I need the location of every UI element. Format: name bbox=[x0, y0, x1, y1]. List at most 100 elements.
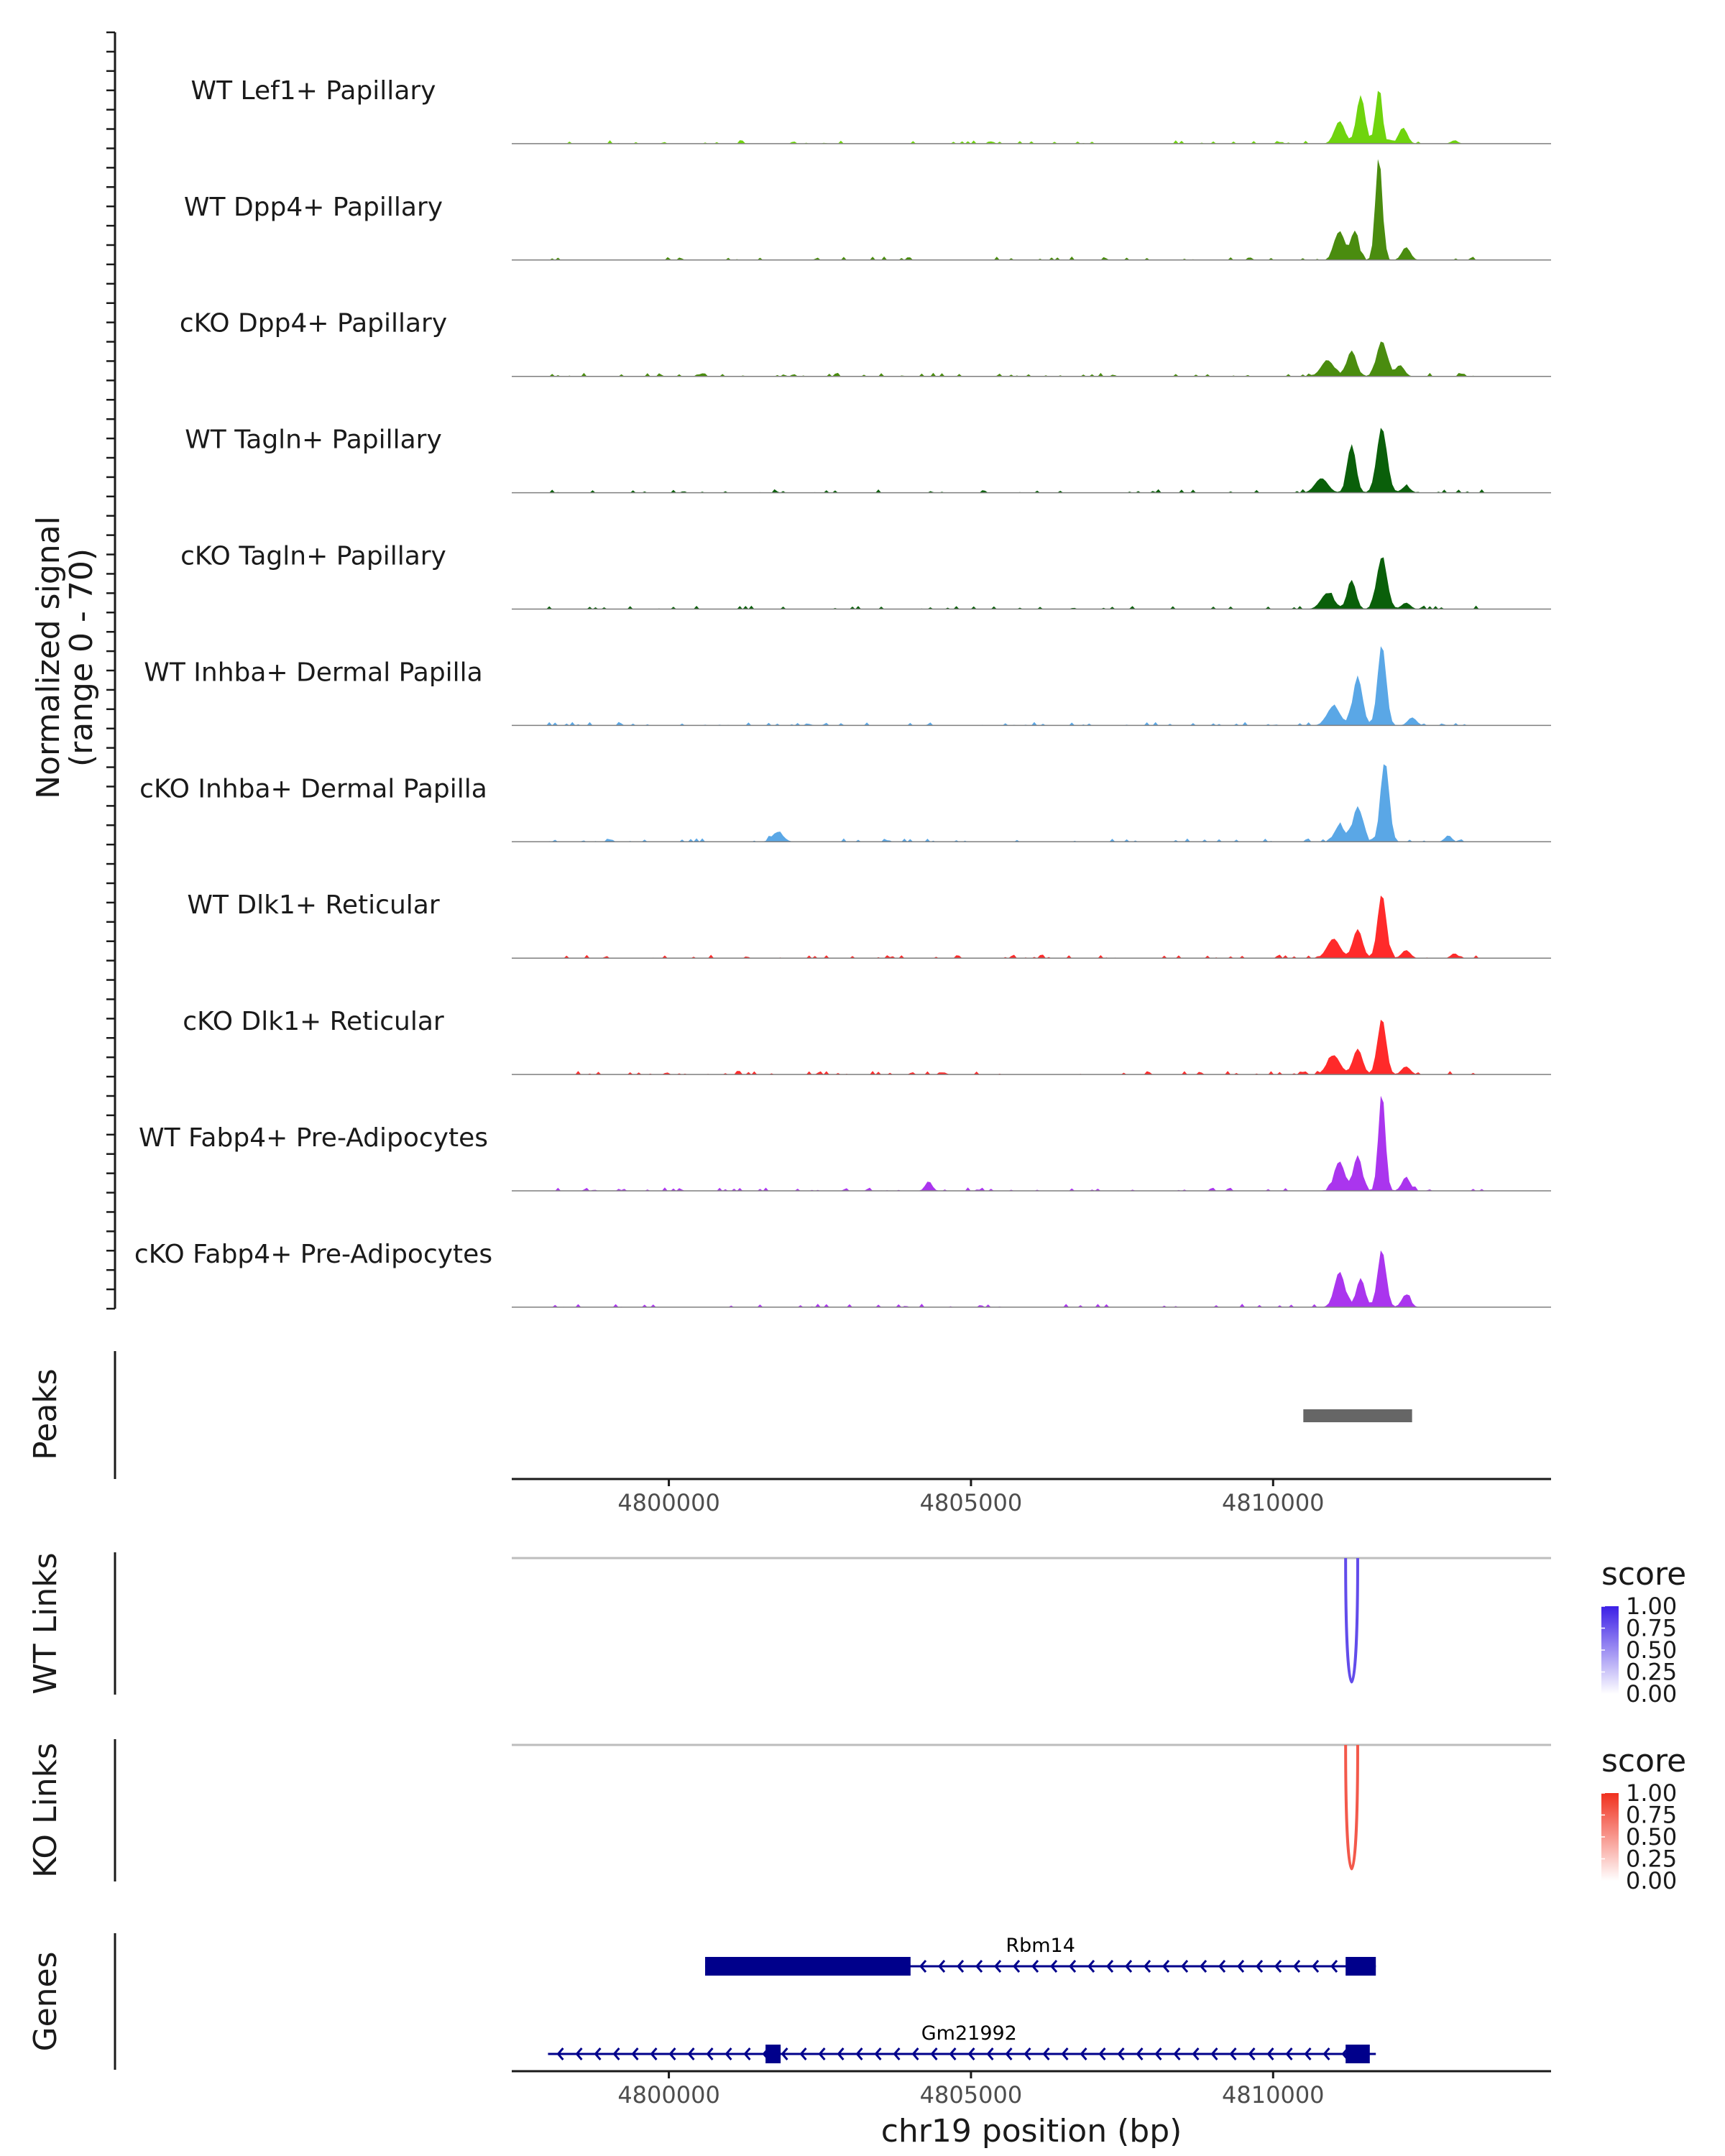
gene-strand-arrow bbox=[994, 1960, 1002, 1973]
x-axis-peaks-tick-label: 4805000 bbox=[920, 1489, 1023, 1516]
x-axis-peaks-tick-label: 4800000 bbox=[617, 1489, 720, 1516]
coverage-area-7 bbox=[512, 764, 1551, 842]
legend-tick-label: 1.00 bbox=[1626, 1593, 1677, 1620]
gene-strand-arrow bbox=[975, 1960, 983, 1973]
gene-strand-arrow bbox=[855, 2047, 863, 2060]
coverage-area-8 bbox=[512, 895, 1551, 959]
gene-strand-arrow bbox=[957, 1960, 965, 1973]
x-axis-peaks: 4800000 4805000 4810000 bbox=[512, 1478, 1551, 1516]
x-axis-genes-tick-label: 4810000 bbox=[1222, 2081, 1325, 2109]
coverage-track-label: cKO Fabp4+ Pre-Adipocytes bbox=[134, 1240, 492, 1269]
gene-strand-arrow bbox=[837, 2047, 845, 2060]
genes-label: Genes bbox=[27, 1951, 64, 2051]
gene-strand-arrow bbox=[781, 2047, 788, 2060]
gene-strand-arrow bbox=[1312, 1960, 1320, 1973]
gene-strand-arrow bbox=[1080, 2047, 1087, 2060]
gene-strand-arrow bbox=[706, 2047, 714, 2060]
gene-strand-arrow bbox=[724, 2047, 732, 2060]
coverage-track-label: WT Inhba+ Dermal Papilla bbox=[144, 658, 482, 687]
link-arc-1 bbox=[1344, 1557, 1359, 1684]
gene-strand-arrow bbox=[687, 2047, 695, 2060]
gene-strand-arrow bbox=[1162, 1960, 1170, 1973]
gene-strand-arrow bbox=[1042, 2047, 1050, 2060]
peak-bar bbox=[1303, 1409, 1412, 1422]
gene-strand-arrow bbox=[1173, 2047, 1181, 2060]
gene-strand-arrow bbox=[1192, 2047, 1200, 2060]
peaks-label: Peaks bbox=[27, 1368, 64, 1460]
x-axis-genes: 4800000 4805000 4810000 bbox=[512, 2070, 1551, 2109]
coverage-ylabel-line2: (range 0 - 70) bbox=[63, 548, 100, 767]
links-label-2: KO Links bbox=[27, 1743, 64, 1878]
gene-exon bbox=[705, 1957, 911, 1976]
coverage-area-6 bbox=[512, 646, 1551, 726]
gene-strand-arrow bbox=[1154, 2047, 1162, 2060]
gene-strand-arrow bbox=[1229, 2047, 1237, 2060]
gene-strand-arrow bbox=[1322, 2047, 1330, 2060]
gene-strand-arrow bbox=[631, 2047, 639, 2060]
coverage-track-label: cKO Dpp4+ Papillary bbox=[180, 309, 447, 338]
coverage-ylabel-line1: Normalized signal bbox=[30, 516, 67, 799]
gene-strand-arrow bbox=[986, 2047, 994, 2060]
gene-strand-arrow bbox=[1181, 1960, 1189, 1973]
gene-strand-arrow bbox=[1256, 1960, 1264, 1973]
legend-tick-label: 0.25 bbox=[1626, 1659, 1677, 1686]
gene-strand-arrow bbox=[818, 2047, 826, 2060]
gene-strand-arrow bbox=[1293, 1960, 1301, 1973]
gene-strand-arrow bbox=[594, 2047, 602, 2060]
coverage-track-label: cKO Tagln+ Papillary bbox=[180, 542, 446, 571]
gene-strand-arrow bbox=[1050, 1960, 1058, 1973]
gene-strand-arrow bbox=[575, 2047, 583, 2060]
gene-strand-arrow bbox=[893, 2047, 901, 2060]
coverage-track-label: WT Dpp4+ Papillary bbox=[184, 193, 443, 222]
gene-strand-arrow bbox=[1248, 2047, 1256, 2060]
coverage-track-label: WT Lef1+ Papillary bbox=[191, 76, 436, 106]
coverage-track-label: cKO Dlk1+ Reticular bbox=[183, 1007, 444, 1036]
gene-strand-arrow bbox=[1237, 1960, 1245, 1973]
gene-strand-arrow bbox=[1069, 1960, 1077, 1973]
gene-strand-arrow bbox=[1274, 1960, 1282, 1973]
gene-exon bbox=[1346, 1957, 1376, 1976]
x-axis-peaks-tick-label: 4810000 bbox=[1222, 1489, 1325, 1516]
coverage-area-9 bbox=[512, 1019, 1551, 1075]
gene-strand-arrow bbox=[1210, 2047, 1218, 2060]
gene-name: Gm21992 bbox=[921, 2022, 1017, 2045]
gene-strand-arrow bbox=[1330, 1960, 1338, 1973]
gene-strand-arrow bbox=[1144, 1960, 1151, 1973]
gene-strand-arrow bbox=[949, 2047, 957, 2060]
gene-exon bbox=[765, 2045, 781, 2063]
legend-tick-label: 0.75 bbox=[1626, 1615, 1677, 1642]
gene-strand-arrow bbox=[743, 2047, 751, 2060]
gene-strand-arrow bbox=[911, 2047, 919, 2060]
gene-strand-arrow bbox=[1304, 2047, 1312, 2060]
legend-tick-label: 0.50 bbox=[1626, 1823, 1677, 1851]
gene-strand-arrow bbox=[799, 2047, 807, 2060]
gene-strand-arrow bbox=[1005, 2047, 1013, 2060]
gene-strand-arrow bbox=[1087, 1960, 1095, 1973]
legend-tick-label: 1.00 bbox=[1626, 1779, 1677, 1807]
coverage-area-11 bbox=[512, 1250, 1551, 1307]
gene-strand-arrow bbox=[1061, 2047, 1069, 2060]
gene-strand-arrow bbox=[967, 2047, 975, 2060]
gene-strand-arrow bbox=[1136, 2047, 1144, 2060]
coverage-area-5 bbox=[512, 557, 1551, 609]
gene-exon bbox=[1346, 2045, 1370, 2063]
gene-strand-arrow bbox=[668, 2047, 676, 2060]
gene-strand-arrow bbox=[1285, 2047, 1293, 2060]
links-label-1: WT Links bbox=[27, 1552, 64, 1694]
coverage-track-label: WT Tagln+ Papillary bbox=[185, 425, 442, 455]
gene-strand-arrow bbox=[919, 1960, 927, 1973]
gene-strand-arrow bbox=[1117, 2047, 1125, 2060]
gene-strand-arrow bbox=[650, 2047, 658, 2060]
legend-tick-label: 0.00 bbox=[1626, 1867, 1677, 1894]
x-axis-label: chr19 position (bp) bbox=[881, 2113, 1182, 2150]
gene-strand-arrow bbox=[874, 2047, 882, 2060]
coverage-panel: WT Lef1+ Papillary WT Dpp4+ Papillary cKO … bbox=[30, 31, 1551, 1310]
coverage-area-2 bbox=[512, 159, 1551, 260]
gene-strand-arrow bbox=[1218, 1960, 1226, 1973]
gene-strand-arrow bbox=[1031, 1960, 1039, 1973]
coverage-track-label: cKO Inhba+ Dermal Papilla bbox=[139, 774, 487, 803]
gene-strand-arrow bbox=[556, 2047, 564, 2060]
gene-strand-arrow bbox=[1200, 1960, 1208, 1973]
